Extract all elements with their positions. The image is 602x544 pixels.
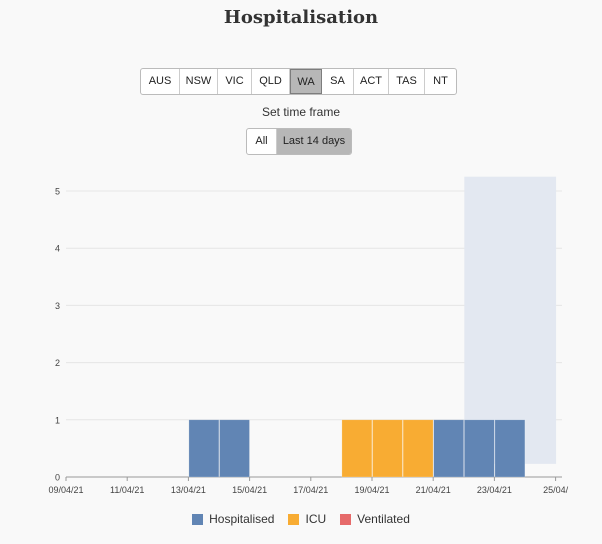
y-tick-label: 2 — [55, 358, 60, 368]
state-button-act[interactable]: ACT — [354, 69, 389, 94]
x-tick-label: 11/04/21 — [110, 485, 144, 495]
legend-item-ventilated[interactable]: Ventilated — [340, 512, 410, 526]
legend-swatch-ventilated — [340, 513, 352, 525]
legend-label-ventilated: Ventilated — [357, 512, 410, 526]
legend-swatch-hospitalised — [192, 513, 204, 525]
x-tick-label: 09/04/21 — [48, 485, 83, 495]
y-tick-label: 1 — [55, 415, 60, 425]
legend-label-hospitalised: Hospitalised — [209, 512, 275, 526]
legend-swatch-icu — [288, 513, 300, 525]
y-tick-label: 4 — [55, 244, 60, 254]
time-frame-all-button[interactable]: All — [247, 129, 277, 154]
state-button-qld[interactable]: QLD — [252, 69, 290, 94]
state-button-nt[interactable]: NT — [433, 75, 448, 87]
x-tick-label: 23/04/21 — [477, 485, 512, 495]
chart-title: Hospitalisation — [223, 7, 379, 28]
y-tick-label: 3 — [55, 301, 60, 311]
hospitalisation-chart: 0 1 2 3 4 5 09/04/21 11/04/21 13/04/21 15/04/21 17… — [48, 176, 569, 496]
state-button-tas[interactable]: TAS — [389, 69, 425, 94]
time-frame-last-14-days-button[interactable]: Last 14 days — [277, 129, 351, 154]
bar-hospitalised — [219, 419, 250, 478]
bar-icu — [341, 419, 373, 478]
legend-label-icu: ICU — [305, 512, 327, 526]
state-button-nsw[interactable]: NSW — [180, 69, 218, 94]
x-tick-label: 13/04/21 — [171, 485, 206, 495]
x-tick-label: 17/04/21 — [293, 485, 328, 495]
bar-icu — [372, 419, 403, 478]
legend-item-hospitalised[interactable]: Hospitalised — [192, 512, 274, 526]
x-tick-label: 25/04/ — [543, 485, 569, 495]
bar-hospitalised — [463, 419, 495, 478]
bar-hospitalised — [188, 419, 220, 478]
chart-legend: Hospitalised ICU Ventilated — [0, 512, 602, 526]
x-tick-label: 15/04/21 — [232, 485, 267, 495]
highlight-band — [464, 176, 557, 464]
bar-hospitalised — [433, 419, 465, 478]
highlight-layer — [464, 176, 557, 464]
state-button-vic[interactable]: VIC — [218, 69, 252, 94]
state-selector: AUS NSW VIC QLD WA SA ACT TAS NT — [140, 68, 457, 95]
x-tick-label: 19/04/21 — [354, 485, 389, 495]
bar-icu — [402, 419, 434, 478]
time-frame-selector: All Last 14 days — [246, 128, 352, 155]
y-tick-label: 0 — [55, 473, 60, 483]
bar-hospitalised — [494, 419, 526, 478]
time-frame-label: Set time frame — [261, 105, 341, 119]
legend-item-icu[interactable]: ICU — [288, 512, 326, 526]
x-tick-label: 21/04/21 — [416, 485, 451, 495]
state-button-aus[interactable]: AUS — [141, 69, 180, 94]
state-button-wa[interactable]: WA — [290, 69, 322, 94]
y-tick-label: 5 — [55, 187, 60, 197]
axis-layer: 0 1 2 3 4 5 09/04/21 11/04/21 13/04/21 15/04/21 17… — [48, 187, 568, 496]
state-button-sa[interactable]: SA — [322, 69, 354, 94]
bar-layer — [188, 419, 526, 478]
